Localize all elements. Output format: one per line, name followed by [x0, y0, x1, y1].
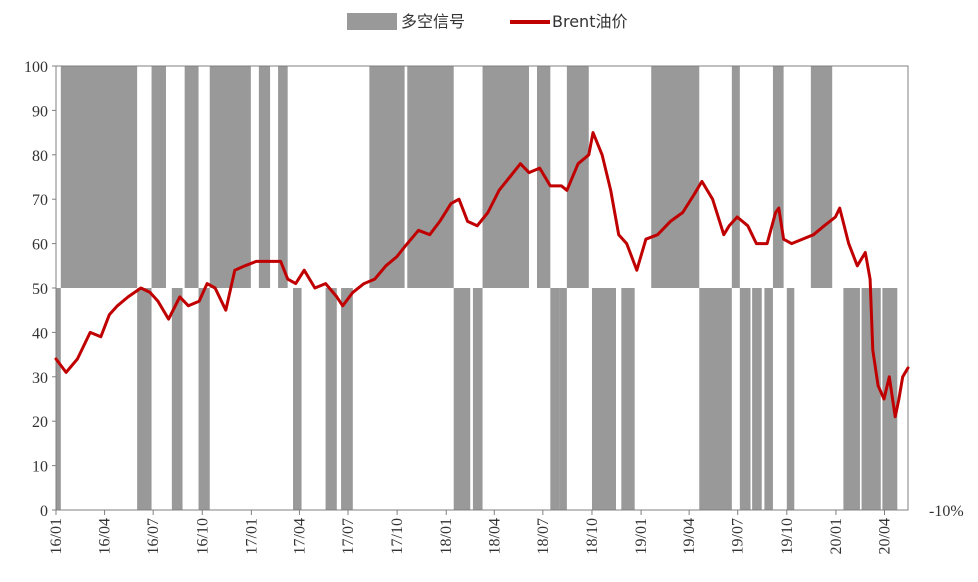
y-tick-label: 0 — [40, 503, 48, 520]
x-tick-label: 19/07 — [730, 518, 747, 554]
y-tick-label: 20 — [32, 414, 48, 431]
legend-label-signal: 多空信号 — [401, 12, 465, 31]
signal-bar — [56, 288, 61, 510]
signal-bar — [559, 288, 567, 510]
x-tick-label: 16/07 — [145, 518, 162, 554]
signal-bar — [699, 288, 732, 510]
signal-bar — [651, 66, 700, 288]
signal-bar — [325, 288, 337, 510]
y-axis-ticks: 0 10 20 30 40 50 60 70 80 90 100 — [24, 59, 56, 520]
signal-bar — [184, 66, 199, 288]
signal-bar — [566, 66, 589, 288]
signal-bar — [882, 288, 898, 510]
signal-bar — [369, 66, 405, 288]
x-tick-label: 17/07 — [340, 518, 357, 554]
x-tick-label: 18/10 — [584, 518, 601, 554]
x-tick-label: 20/04 — [877, 518, 894, 554]
x-tick-label: 20/01 — [828, 518, 845, 554]
signal-bar — [482, 66, 529, 288]
x-tick-label: 17/10 — [389, 518, 406, 554]
x-tick-label: 19/01 — [633, 518, 650, 554]
y-tick-label: 50 — [32, 281, 48, 298]
y-tick-label: 70 — [32, 192, 48, 209]
signal-bar — [341, 288, 353, 510]
signal-bar — [278, 66, 288, 288]
brent-line-group — [54, 131, 910, 419]
signal-bar — [731, 66, 740, 288]
y-tick-label: 80 — [32, 148, 48, 165]
x-tick-label: 17/04 — [291, 518, 308, 554]
signal-bar — [472, 288, 483, 510]
x-tick-label: 19/04 — [681, 518, 698, 554]
signal-bar — [843, 288, 860, 510]
y-tick-label: 40 — [32, 325, 48, 342]
x-tick-label: 16/01 — [48, 518, 65, 554]
brent-line — [54, 131, 910, 419]
y-tick-label: 90 — [32, 103, 48, 120]
signal-bar — [258, 66, 271, 288]
signal-bar — [60, 66, 138, 288]
signal-bar — [293, 288, 302, 510]
signal-bars — [56, 66, 898, 510]
x-tick-label: 19/10 — [779, 518, 796, 554]
legend-swatch-signal — [347, 13, 397, 30]
x-tick-label: 18/07 — [535, 518, 552, 554]
x-tick-label: 17/01 — [243, 518, 260, 554]
signal-bar — [137, 288, 152, 510]
legend: 多空信号 Brent油价 — [347, 12, 627, 31]
signal-bar — [151, 66, 166, 288]
signal-bar — [591, 288, 616, 510]
x-tick-label: 18/01 — [438, 518, 455, 554]
signal-bar — [752, 288, 762, 510]
signal-bar — [198, 288, 210, 510]
signal-bar — [550, 288, 560, 510]
y-tick-label: 30 — [32, 370, 48, 387]
x-tick-label: 16/04 — [97, 518, 114, 554]
signal-bar — [786, 288, 795, 510]
signal-bar — [621, 288, 635, 510]
legend-label-brent: Brent油价 — [552, 12, 627, 31]
signal-bar — [764, 288, 773, 510]
signal-bar — [861, 288, 881, 510]
x-axis-ticks: 16/01 16/04 16/07 16/10 17/01 17/04 17/07 17/10… — [48, 510, 894, 554]
x-tick-label: 18/04 — [486, 518, 503, 554]
signal-bar — [739, 288, 751, 510]
secondary-axis-label: -10% — [929, 503, 964, 520]
signal-bar — [407, 66, 454, 288]
y-tick-label: 60 — [32, 237, 48, 254]
signal-bar — [772, 66, 784, 288]
x-tick-label: 16/10 — [194, 518, 211, 554]
signal-bar — [171, 288, 183, 510]
y-tick-label: 10 — [32, 459, 48, 476]
y-tick-label: 100 — [24, 59, 48, 76]
signal-bar — [453, 288, 471, 510]
signal-bar — [209, 66, 251, 288]
signal-bar — [810, 66, 833, 288]
